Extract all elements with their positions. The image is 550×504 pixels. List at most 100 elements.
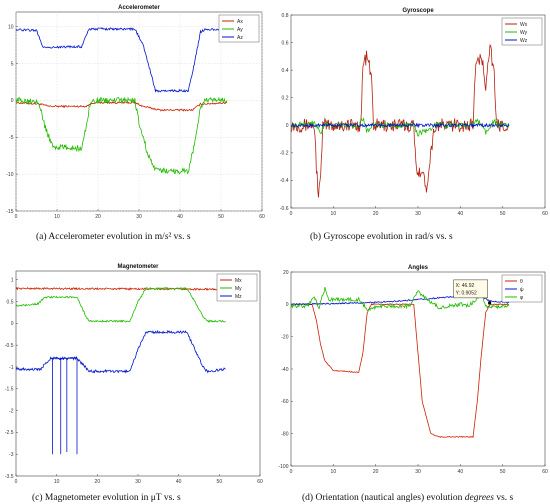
accelerometer-y-tick-label: -15	[6, 209, 13, 215]
magnetometer-x-tick-label: 60	[257, 479, 263, 485]
gyroscope-chart: Gyroscope 0 10 20 30 40 50 60 -0.6 -0.4 -0.2 0 0.2 0.…	[280, 8, 548, 217]
angles-legend: θψφ	[501, 274, 543, 303]
magnetometer-x-tick-label: 50	[217, 479, 223, 485]
caption-accelerometer-unit: s	[164, 232, 169, 242]
accelerometer-y-tick-label: 5	[11, 61, 14, 67]
angles-title: Angles	[408, 265, 429, 271]
magnetometer-y-tick-label: -2	[9, 408, 14, 414]
accelerometer-x-tick-label: 50	[218, 214, 224, 220]
gyroscope-y-tick-label: 0.8	[282, 13, 289, 19]
angles-x-tick-label: 0	[290, 469, 293, 475]
magnetometer-y-tick-label: -2.5	[5, 430, 14, 436]
angles-y-tick-label: -60	[281, 399, 288, 405]
angles-x-tick-label: 60	[542, 469, 548, 475]
gyroscope-plot-area	[290, 14, 546, 209]
angles-series-φ	[291, 286, 510, 312]
gyroscope-y-tick-label: 0	[286, 123, 289, 129]
magnetometer-series-my	[16, 286, 226, 323]
magnetometer-series-mz	[16, 329, 226, 374]
angles-chart: Angles 0 10 20 30 40 50 60 -100 -80 -60 -40 -20 0 20 θψ…	[278, 265, 548, 475]
magnetometer-series-mx	[16, 286, 226, 291]
angles-x-tick-label: 20	[373, 469, 379, 475]
angles-legend-label: θ	[520, 279, 523, 285]
gyroscope-y-tick-label: 0.6	[282, 40, 289, 46]
caption-magnetometer: (c) Magnetometer evolution in μT vs. s	[32, 493, 181, 503]
accelerometer-legend-label: Ay	[237, 27, 243, 33]
angles-y-tick-label: -40	[281, 367, 288, 373]
magnetometer-legend: Mx My Mz	[216, 273, 258, 302]
gyroscope-legend-label: Wx	[520, 22, 528, 28]
magnetometer-title: Magnetometer	[117, 264, 159, 270]
accelerometer-x-tick-label: 40	[177, 214, 183, 220]
magnetometer-y-tick-label: -3.5	[5, 474, 14, 480]
accelerometer-x-tick-label: 10	[54, 214, 60, 220]
magnetometer-plot-area	[15, 270, 261, 477]
accelerometer-y-tick-label: 0	[11, 98, 14, 104]
angles-x-tick-label: 10	[331, 469, 337, 475]
angles-y-tick-label: -20	[281, 334, 288, 340]
angles-y-tick-label: -80	[281, 431, 288, 437]
caption-angles-unit: degrees	[464, 493, 494, 503]
gyroscope-y-tick-label: -0.4	[280, 178, 289, 184]
magnetometer-x-tick-label: 30	[135, 479, 141, 485]
gyroscope-y-tick-label: -0.6	[280, 206, 289, 212]
angles-datatip-x: X: 46.92	[456, 283, 475, 289]
accelerometer-legend: Ax Ay Az	[218, 14, 260, 43]
accelerometer-x-tick-label: 30	[136, 214, 142, 220]
accelerometer-x-tick-label: 60	[259, 214, 265, 220]
magnetometer-chart: Magnetometer 0 10 20 30 40 50 60 -3.5 -3 -2.5 -2 -1.…	[5, 264, 263, 485]
gyroscope-y-tick-label: -0.2	[280, 151, 289, 157]
angles-datatip-box	[453, 279, 488, 299]
angles-x-tick-label: 40	[458, 469, 464, 475]
gyroscope-series-wz	[291, 122, 510, 129]
gyroscope-x-tick-label: 50	[500, 211, 506, 217]
caption-accelerometer: (a) Accelerometer evolution in m/s² vs. …	[36, 232, 191, 242]
gyroscope-x-tick-label: 0	[290, 211, 293, 217]
angles-x-tick-label: 30	[415, 469, 421, 475]
gyroscope-y-tick-label: 0.4	[282, 68, 289, 74]
accelerometer-y-tick-label: -10	[6, 172, 13, 178]
caption-angles: (d) Orientation (nautical angles) evolut…	[302, 493, 514, 503]
accelerometer-x-tick-label: 0	[15, 214, 18, 220]
gyroscope-x-tick-label: 20	[373, 211, 379, 217]
angles-legend-label: φ	[520, 295, 524, 301]
magnetometer-y-tick-label: -0.5	[5, 343, 14, 349]
magnetometer-legend-label: Mz	[235, 294, 242, 300]
accelerometer-chart: Accelerometer 0 10 20 30 40 50 60 -15 -10 -5 0 5 10 Ax…	[6, 5, 265, 220]
magnetometer-legend-label: My	[235, 286, 242, 292]
gyroscope-x-tick-label: 10	[331, 211, 337, 217]
accelerometer-y-tick-label: 10	[8, 25, 14, 31]
magnetometer-legend-label: Mx	[235, 278, 242, 284]
magnetometer-y-tick-label: 0	[11, 321, 14, 327]
gyroscope-legend-label: Wy	[520, 30, 528, 36]
gyroscope-title: Gyroscope	[402, 8, 434, 14]
magnetometer-x-tick-label: 40	[176, 479, 182, 485]
angles-y-tick-label: 0	[286, 302, 289, 308]
accelerometer-series-ay	[16, 96, 228, 175]
magnetometer-x-tick-label: 20	[95, 479, 101, 485]
angles-datatip-marker[interactable]	[488, 301, 492, 305]
accelerometer-title: Accelerometer	[118, 5, 160, 11]
magnetometer-y-tick-label: -3	[9, 452, 14, 458]
accelerometer-y-tick-label: -5	[9, 135, 14, 141]
magnetometer-series-spike	[52, 357, 78, 455]
magnetometer-y-tick-label: -1	[9, 365, 14, 371]
accelerometer-series-az	[16, 27, 228, 93]
angles-y-tick-label: 20	[283, 270, 289, 276]
accelerometer-legend-label: Ax	[237, 19, 243, 25]
magnetometer-y-tick-label: -1.5	[5, 387, 14, 393]
gyroscope-legend-label: Wz	[520, 38, 528, 44]
magnetometer-y-tick-label: 1	[11, 278, 14, 284]
magnetometer-y-tick-label: 0.5	[7, 299, 14, 305]
angles-legend-label: ψ	[520, 287, 524, 293]
gyroscope-legend: Wx Wy Wz	[501, 17, 543, 46]
accelerometer-legend-label: Az	[237, 35, 243, 41]
gyroscope-x-tick-label: 40	[458, 211, 464, 217]
magnetometer-x-tick-label: 10	[54, 479, 60, 485]
gyroscope-x-tick-label: 30	[415, 211, 421, 217]
angles-series-θ	[291, 303, 510, 439]
gyroscope-y-tick-label: 0.2	[282, 96, 289, 102]
accelerometer-x-tick-label: 20	[95, 214, 101, 220]
angles-x-tick-label: 50	[500, 469, 506, 475]
angles-datatip-y: Y: 0.9052	[456, 290, 477, 296]
